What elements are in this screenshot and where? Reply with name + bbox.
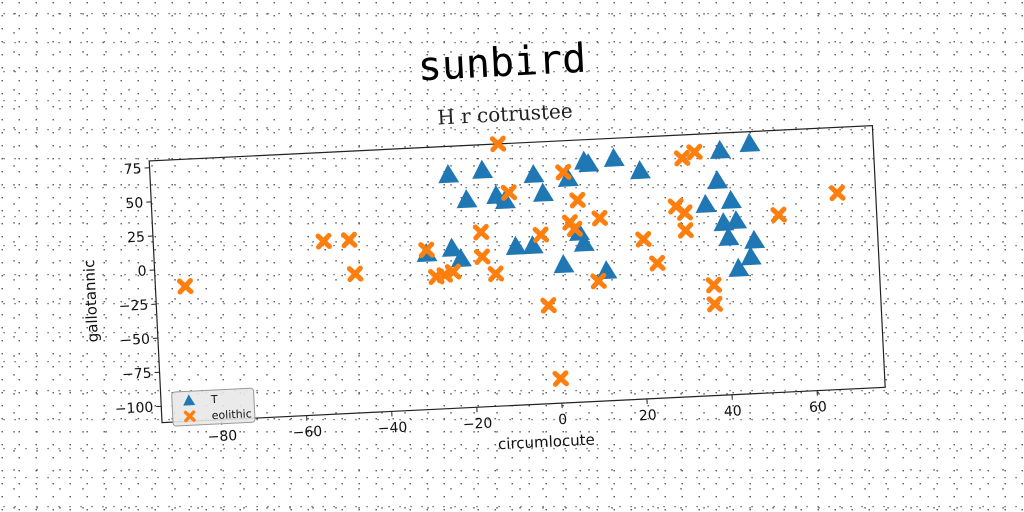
data-point-eolithic xyxy=(590,272,607,290)
data-point-eolithic xyxy=(770,206,787,224)
y-tick-label: 25 xyxy=(127,229,146,246)
data-point-eolithic xyxy=(315,232,332,250)
data-point-t xyxy=(505,235,527,256)
data-point-t xyxy=(739,132,761,153)
data-point-t xyxy=(573,232,595,252)
data-point-eolithic xyxy=(677,222,694,239)
data-point-eolithic xyxy=(487,265,505,283)
data-point-eolithic xyxy=(444,263,462,281)
data-point-t xyxy=(553,254,575,274)
data-point-t xyxy=(523,163,545,184)
data-point-t xyxy=(695,193,717,214)
x-tick-label: −80 xyxy=(207,428,237,445)
data-point-eolithic xyxy=(569,191,586,209)
data-point-eolithic xyxy=(591,209,609,227)
data-point-eolithic xyxy=(649,254,666,272)
data-point-eolithic xyxy=(500,184,518,201)
x-tick-label: −60 xyxy=(292,424,322,441)
data-point-t xyxy=(630,160,651,180)
plot-area: −80 −60 −40 −20 0 20 40 60 75 50 25 0 −25 −50 −75 −100… xyxy=(80,124,886,454)
data-point-t xyxy=(441,237,463,257)
y-tick-label: 0 xyxy=(137,263,147,279)
chart-title: sunbird xyxy=(417,36,588,91)
data-point-eolithic xyxy=(686,143,703,161)
x-tick-label: −40 xyxy=(377,420,407,437)
data-point-t xyxy=(450,248,472,268)
x-axis: −80 −60 −40 −20 0 20 40 60 xyxy=(207,390,827,445)
data-point-t xyxy=(472,159,494,179)
data-point-t xyxy=(718,226,740,247)
y-tick-label: −100 xyxy=(114,400,153,418)
data-point-t xyxy=(707,170,729,190)
data-point-eolithic xyxy=(418,241,435,259)
data-point-t xyxy=(728,257,750,277)
y-tick-label: −50 xyxy=(120,332,150,349)
y-tick-label: −25 xyxy=(118,297,148,314)
legend: T eolithic xyxy=(171,387,256,427)
data-point-t xyxy=(710,139,731,160)
data-point-eolithic xyxy=(552,370,569,387)
data-point-t xyxy=(740,246,762,266)
legend-label-t: T xyxy=(210,393,219,406)
legend-marker-eolithic xyxy=(183,410,196,423)
data-point-eolithic xyxy=(635,231,652,248)
data-point-t xyxy=(726,210,748,230)
x-tick-label: 20 xyxy=(638,408,657,425)
x-tick-label: 40 xyxy=(724,403,743,420)
chart-subtitle: H r cotrustee xyxy=(437,98,573,129)
data-point-eolithic xyxy=(540,297,557,314)
x-tick-label: −20 xyxy=(462,416,492,433)
data-point-eolithic xyxy=(346,265,364,283)
y-axis-label: gallotannic xyxy=(80,259,102,343)
legend-marker-t xyxy=(183,394,196,406)
data-point-t xyxy=(603,147,625,167)
data-point-eolithic xyxy=(829,184,846,202)
y-tick-label: −75 xyxy=(122,366,152,383)
data-point-eolithic xyxy=(472,223,490,241)
data-point-eolithic xyxy=(566,220,583,238)
data-point-eolithic xyxy=(555,163,572,181)
data-markers xyxy=(176,132,846,387)
x-tick-label: 0 xyxy=(558,412,568,428)
data-point-t xyxy=(596,260,618,280)
legend-label-eolithic: eolithic xyxy=(211,407,252,422)
x-axis-label: circumlocute xyxy=(498,431,596,454)
y-axis: 75 50 25 0 −25 −50 −75 −100 xyxy=(114,161,162,418)
data-point-eolithic xyxy=(673,149,691,167)
data-point-eolithic xyxy=(676,204,694,221)
data-point-eolithic xyxy=(176,278,194,295)
data-point-t xyxy=(456,189,478,209)
data-point-eolithic xyxy=(532,226,550,243)
x-tick-label: 60 xyxy=(809,399,828,416)
data-point-t xyxy=(578,153,600,173)
data-point-t xyxy=(522,235,544,255)
plot-frame xyxy=(148,124,886,424)
data-point-eolithic xyxy=(473,248,491,265)
data-point-t xyxy=(721,189,742,210)
data-point-t xyxy=(744,229,766,249)
data-point-eolithic xyxy=(489,135,507,153)
data-point-t xyxy=(438,164,460,184)
data-point-t xyxy=(533,182,554,202)
y-tick-label: 75 xyxy=(123,161,142,178)
y-tick-label: 50 xyxy=(125,195,144,212)
data-point-eolithic xyxy=(340,231,358,249)
data-point-eolithic xyxy=(705,276,723,294)
data-point-eolithic xyxy=(706,295,724,313)
